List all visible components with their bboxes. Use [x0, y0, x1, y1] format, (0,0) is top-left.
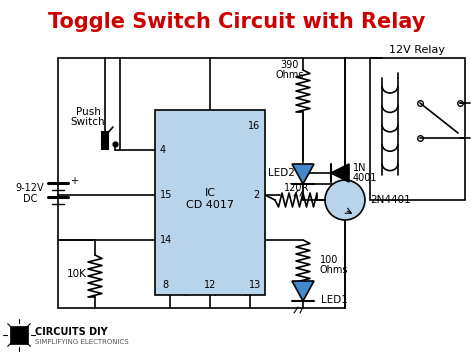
Text: LED2: LED2 — [267, 168, 294, 178]
Text: 12: 12 — [204, 280, 216, 290]
Text: 13: 13 — [249, 280, 261, 290]
Text: 1N: 1N — [353, 163, 366, 173]
Text: Ohms: Ohms — [320, 265, 348, 275]
Text: DC: DC — [23, 194, 37, 204]
Text: SIMPLIFYING ELECTRONICS: SIMPLIFYING ELECTRONICS — [35, 339, 128, 345]
Text: 8: 8 — [162, 280, 168, 290]
Bar — [155, 110, 265, 295]
Text: 15: 15 — [160, 190, 173, 200]
Text: 2N4401: 2N4401 — [370, 195, 411, 205]
Polygon shape — [331, 164, 349, 182]
Polygon shape — [292, 281, 314, 301]
Text: Toggle Switch Circuit with Relay: Toggle Switch Circuit with Relay — [48, 12, 426, 32]
Text: 14: 14 — [160, 235, 172, 245]
Text: 390: 390 — [281, 60, 299, 70]
Circle shape — [325, 180, 365, 220]
Text: IC: IC — [204, 188, 216, 198]
Text: Ohms: Ohms — [276, 70, 304, 80]
Text: 2: 2 — [254, 190, 260, 200]
Text: +: + — [70, 176, 78, 186]
Text: CD 4017: CD 4017 — [186, 200, 234, 210]
Text: 16: 16 — [248, 121, 260, 131]
Text: 9-12V: 9-12V — [16, 183, 44, 193]
Text: 10K: 10K — [67, 269, 87, 279]
Text: 120R: 120R — [284, 183, 310, 193]
Text: 4: 4 — [160, 145, 166, 155]
Text: CIRCUITS DIY: CIRCUITS DIY — [35, 327, 108, 337]
Text: 100: 100 — [320, 255, 338, 265]
Text: 4001: 4001 — [353, 173, 377, 183]
Bar — [101, 131, 108, 149]
Polygon shape — [292, 164, 314, 184]
Bar — [10, 326, 28, 344]
Text: LED1: LED1 — [321, 295, 348, 305]
Text: Switch: Switch — [71, 117, 105, 127]
Text: Push: Push — [75, 107, 100, 117]
Text: 12V Relay: 12V Relay — [390, 45, 446, 55]
Bar — [370, 58, 465, 200]
